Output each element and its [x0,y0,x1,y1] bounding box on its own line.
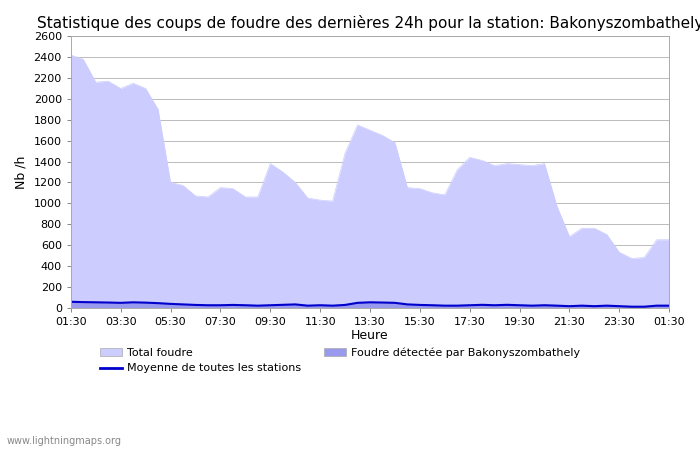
Y-axis label: Nb /h: Nb /h [15,155,28,189]
Legend: Total foudre, Moyenne de toutes les stations, Foudre détectée par Bakonyszombath: Total foudre, Moyenne de toutes les stat… [95,343,585,378]
X-axis label: Heure: Heure [351,329,388,342]
Text: www.lightningmaps.org: www.lightningmaps.org [7,436,122,446]
Title: Statistique des coups de foudre des dernières 24h pour la station: Bakonyszombat: Statistique des coups de foudre des dern… [37,15,700,31]
